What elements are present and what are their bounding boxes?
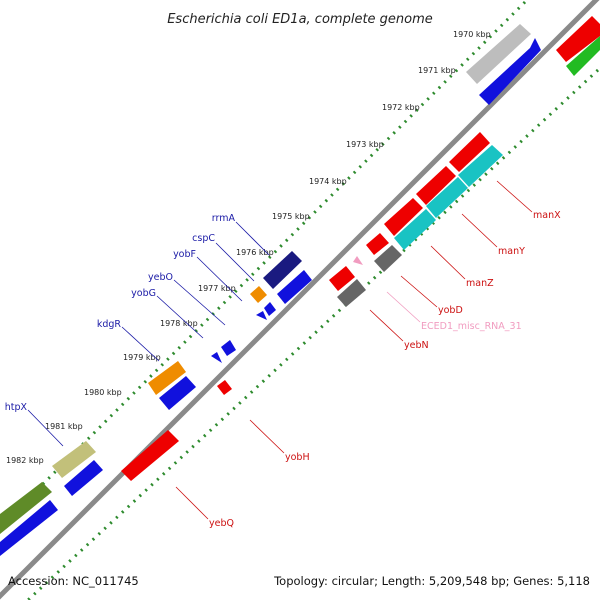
forward-strand-features — [0, 24, 541, 556]
feature-gray-yebN[interactable] — [337, 279, 366, 307]
feature-gray-1[interactable] — [466, 24, 531, 84]
kbp-label-1977: 1977 kbp — [198, 284, 236, 293]
feature-red-yebQ[interactable] — [121, 430, 179, 481]
feature-blue-yobF[interactable] — [264, 302, 276, 316]
gene-label-kdgR: kdgR — [97, 319, 122, 330]
feature-red-yobH[interactable] — [217, 380, 232, 395]
genome-title: Escherichia coli ED1a, complete genome — [167, 12, 433, 27]
gene-label-manX: manX — [533, 210, 561, 221]
gene-label-cspC: cspC — [192, 233, 215, 244]
feature-cyan-manY[interactable] — [426, 177, 468, 218]
gene-label-yebO: yebO — [148, 272, 173, 283]
feature-orange-2[interactable] — [148, 361, 186, 395]
feature-cyan-manX[interactable] — [458, 145, 503, 187]
feature-navy-rrmA[interactable] — [263, 251, 302, 289]
feature-pink-misc-rna[interactable] — [353, 256, 363, 265]
kbp-label-1974: 1974 kbp — [309, 177, 347, 186]
reverse-gene-labels: manX manY manZ yobD ECED1_misc_RNA_31 ye… — [209, 210, 561, 529]
accession-text: Accession: NC_011745 — [8, 574, 139, 588]
gene-label-misc-rna-31: ECED1_misc_RNA_31 — [421, 321, 522, 332]
feature-red-5[interactable] — [366, 233, 389, 255]
gene-label-yebQ: yebQ — [209, 518, 234, 529]
feature-blue-kdgR[interactable] — [211, 352, 222, 363]
feature-gray-yobD[interactable] — [374, 245, 402, 272]
gene-label-rrmA: rrmA — [212, 213, 236, 224]
feature-blue-rrmA[interactable] — [277, 270, 312, 304]
feature-cyan-manZ[interactable] — [394, 209, 436, 250]
feature-olive[interactable] — [0, 482, 52, 534]
feature-blue-2[interactable] — [159, 376, 196, 410]
lower-tick-track — [26, 68, 600, 600]
feature-orange-cspC[interactable] — [250, 286, 267, 303]
kbp-label-1975: 1975 kbp — [272, 212, 310, 221]
kbp-label-1979: 1979 kbp — [123, 353, 161, 362]
kbp-label-1981: 1981 kbp — [45, 422, 83, 431]
feature-blue-3[interactable] — [64, 460, 103, 496]
kbp-label-1980: 1980 kbp — [84, 388, 122, 397]
feature-blue-4[interactable] — [0, 500, 58, 556]
reverse-strand-features — [121, 16, 600, 481]
reverse-leader-lines — [175, 180, 533, 520]
feature-green-top[interactable] — [566, 36, 600, 76]
feature-red-manX[interactable] — [449, 132, 490, 172]
gene-label-manY: manY — [498, 246, 525, 257]
forward-gene-labels: rrmA cspC yobF yebO yobG kdgR htpX — [5, 213, 236, 413]
kbp-label-1982: 1982 kbp — [6, 456, 44, 465]
feature-blue-1[interactable] — [479, 38, 541, 105]
feature-red-top[interactable] — [556, 16, 600, 62]
kbp-label-1970: 1970 kbp — [453, 30, 491, 39]
gene-label-yebN: yebN — [404, 340, 429, 351]
kbp-label-1973: 1973 kbp — [346, 140, 384, 149]
forward-leader-lines — [27, 221, 270, 447]
feature-red-manY[interactable] — [416, 166, 456, 205]
kbp-label-1972: 1972 kbp — [382, 103, 420, 112]
gene-label-manZ: manZ — [466, 278, 494, 289]
feature-blue-yebO[interactable] — [256, 311, 267, 320]
feature-khaki-htpX[interactable] — [52, 441, 96, 478]
feature-red-manZ[interactable] — [384, 198, 423, 236]
kbp-label-1971: 1971 kbp — [418, 66, 456, 75]
gene-label-htpX: htpX — [5, 402, 28, 413]
kbp-label-1976: 1976 kbp — [236, 248, 274, 257]
feature-red-yebN[interactable] — [329, 266, 355, 291]
kbp-tick-labels: 1970 kbp 1971 kbp 1972 kbp 1973 kbp 1974… — [6, 30, 491, 465]
gene-label-yobH: yobH — [285, 452, 310, 463]
gene-label-yobG: yobG — [131, 288, 156, 299]
feature-blue-yobG[interactable] — [221, 340, 236, 356]
kbp-label-1978: 1978 kbp — [160, 319, 198, 328]
gene-label-yobF: yobF — [173, 249, 196, 260]
gene-label-yobD: yobD — [438, 305, 463, 316]
genome-summary-text: Topology: circular; Length: 5,209,548 bp… — [274, 574, 590, 588]
